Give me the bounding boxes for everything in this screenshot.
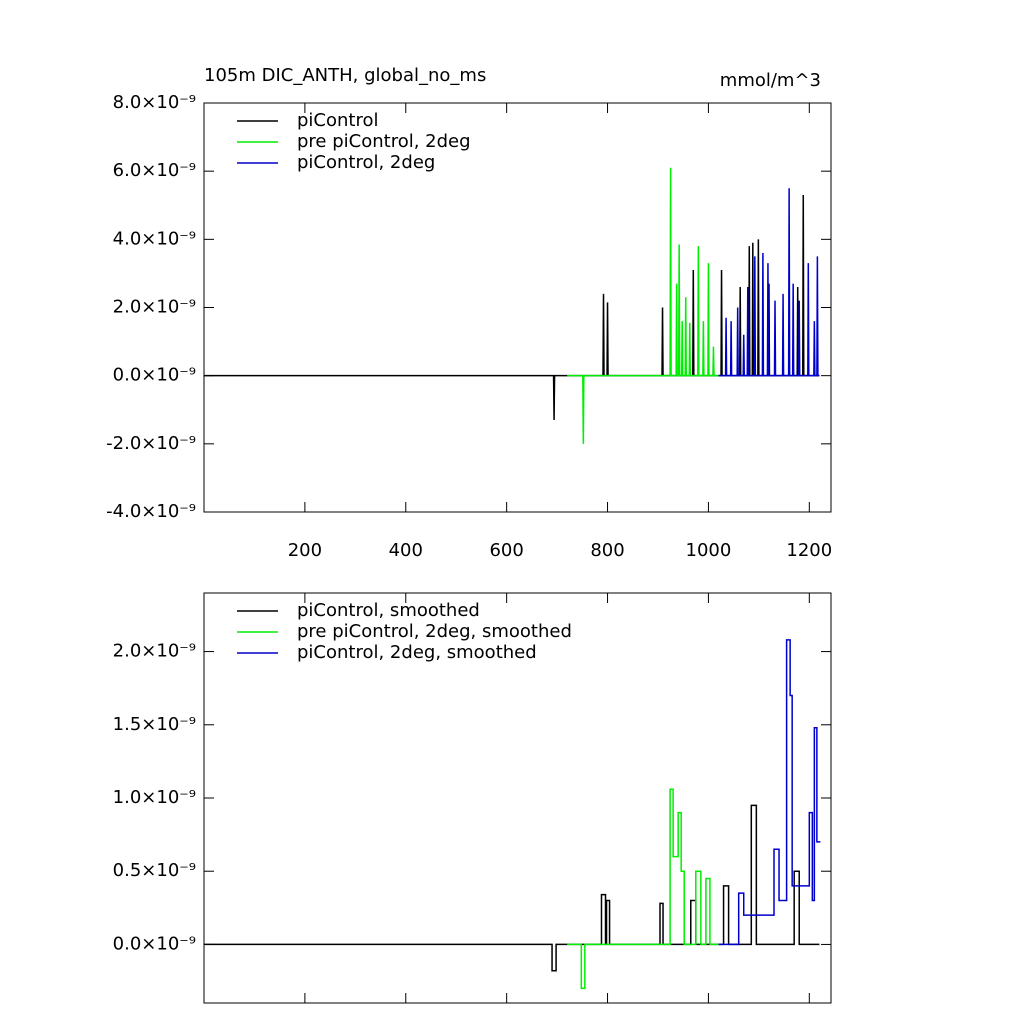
legend-label: piControl, 2deg, smoothed (297, 642, 537, 663)
unit-label: mmol/m^3 (720, 70, 821, 91)
x-tick-label: 800 (590, 540, 624, 561)
series-line (718, 188, 820, 377)
legend-label: piControl, smoothed (297, 600, 480, 621)
y-tick-label: 8.0×10⁻⁹ (113, 92, 196, 113)
plot-frame (203, 102, 832, 513)
y-tick-label: 2.0×10⁻⁹ (113, 641, 196, 662)
chart-title: 105m DIC_ANTH, global_no_ms (204, 65, 486, 86)
legend-label: pre piControl, 2deg (297, 131, 471, 152)
y-tick-label: 0.0×10⁻⁹ (113, 365, 196, 386)
x-tick-label: 400 (389, 540, 423, 561)
legend-label: piControl (297, 110, 379, 131)
y-tick-label: 4.0×10⁻⁹ (113, 228, 196, 249)
x-tick-label: 200 (288, 540, 322, 561)
y-tick-label: 1.0×10⁻⁹ (113, 787, 196, 808)
y-tick-label: 0.5×10⁻⁹ (113, 860, 196, 881)
y-tick-label: 6.0×10⁻⁹ (113, 160, 196, 181)
y-tick-label: 0.0×10⁻⁹ (113, 933, 196, 954)
series-line (204, 195, 820, 420)
y-tick-label: 1.5×10⁻⁹ (113, 714, 196, 735)
series-line (567, 167, 719, 444)
y-tick-label: -4.0×10⁻⁹ (106, 501, 196, 522)
x-tick-label: 1200 (786, 540, 832, 561)
plot-frame (203, 592, 832, 1004)
x-tick-label: 1000 (686, 540, 732, 561)
legend-label: pre piControl, 2deg, smoothed (297, 621, 572, 642)
y-tick-label: 2.0×10⁻⁹ (113, 297, 196, 318)
series-line (718, 639, 821, 946)
series-line (567, 788, 719, 990)
legend-label: piControl, 2deg (297, 152, 435, 173)
series-line (204, 804, 820, 972)
y-tick-label: -2.0×10⁻⁹ (106, 433, 196, 454)
x-tick-label: 600 (489, 540, 523, 561)
